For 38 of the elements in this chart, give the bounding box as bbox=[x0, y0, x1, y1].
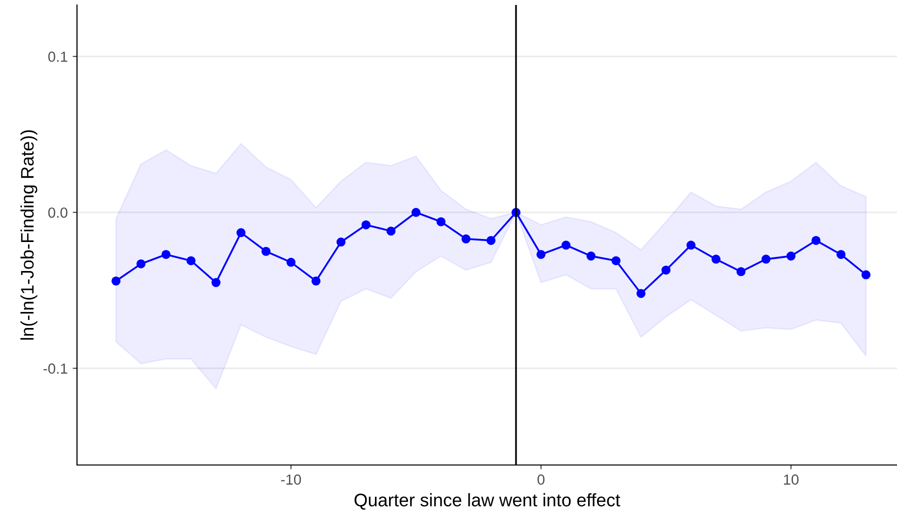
point bbox=[461, 234, 471, 244]
point bbox=[611, 256, 621, 266]
x-tick-label: 0 bbox=[538, 474, 544, 485]
point bbox=[361, 220, 371, 230]
x-tick-label: 10 bbox=[784, 474, 799, 485]
x-axis-title: Quarter since law went into effect bbox=[354, 493, 620, 510]
point bbox=[336, 238, 346, 247]
point bbox=[411, 208, 421, 217]
point bbox=[736, 267, 746, 276]
point bbox=[436, 217, 446, 226]
point bbox=[586, 252, 596, 261]
y-tick-label: -0.1 bbox=[43, 363, 68, 374]
point bbox=[111, 276, 121, 286]
point bbox=[786, 252, 796, 261]
point bbox=[161, 250, 171, 260]
point bbox=[536, 250, 546, 260]
point bbox=[311, 276, 321, 286]
point bbox=[711, 254, 721, 264]
point bbox=[211, 278, 221, 288]
point bbox=[686, 240, 696, 250]
point bbox=[286, 258, 296, 267]
point bbox=[236, 228, 246, 238]
point bbox=[811, 236, 821, 245]
point bbox=[186, 256, 196, 266]
point bbox=[761, 254, 771, 264]
y-tick-label: 0.0 bbox=[48, 207, 68, 218]
point bbox=[861, 270, 871, 280]
point bbox=[136, 259, 146, 268]
point bbox=[561, 240, 571, 250]
y-axis-title: ln(-ln(1-Job-Finding Rate)) bbox=[20, 130, 38, 340]
point bbox=[636, 288, 646, 298]
point bbox=[261, 246, 271, 256]
x-tick-label: -10 bbox=[281, 474, 301, 485]
point bbox=[386, 226, 396, 236]
y-tick-label: 0.1 bbox=[48, 52, 68, 62]
point bbox=[661, 266, 671, 275]
point bbox=[486, 236, 496, 245]
point bbox=[836, 250, 846, 260]
